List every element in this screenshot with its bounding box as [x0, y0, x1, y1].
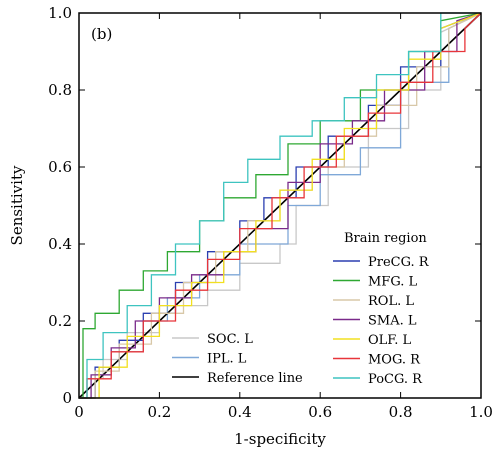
x-tick-label: 0.6 [308, 403, 332, 421]
y-tick-label: 0.6 [48, 158, 72, 176]
legend-title: Brain region [344, 231, 427, 246]
x-tick-label: 0 [74, 403, 84, 421]
legend-label: MFG. L [368, 275, 418, 290]
x-tick-label: 0.4 [228, 403, 252, 421]
y-tick-label: 1.0 [48, 4, 72, 22]
series-line-8 [79, 12, 482, 399]
legend-label: OLF. L [368, 333, 412, 348]
legend-left: SOC. L IPL. L Reference line [172, 332, 303, 386]
legend-label: SOC. L [207, 332, 253, 347]
y-tick-label: 0.4 [48, 235, 72, 253]
y-tick-label: 0.8 [48, 81, 72, 99]
series-line-0 [79, 12, 482, 399]
panel-label: (b) [91, 25, 112, 43]
legend-label: ROL. L [368, 294, 414, 309]
legend-label: SMA. L [368, 314, 417, 329]
legend-label: PreCG. R [368, 255, 430, 270]
x-tick-label: 0.2 [147, 403, 171, 421]
x-tick-label: 0.8 [389, 403, 413, 421]
legend-label: Reference line [207, 371, 303, 386]
legend-label: MOG. R [368, 353, 421, 368]
series-line-9 [79, 12, 481, 399]
legend-right: Brain region PreCG. R MFG. L ROL. L SMA. L O… [333, 231, 430, 387]
x-tick-label: 1.0 [469, 403, 493, 421]
x-axis-title: 1-specificity [234, 430, 326, 448]
y-axis-title: Sensitivity [8, 165, 26, 245]
series-layer [78, 12, 482, 399]
legend-label: IPL. L [207, 352, 247, 367]
y-tick-label: 0 [62, 389, 72, 407]
plot-area-frame [78, 12, 482, 399]
axis-ticks: 0 0.2 0.4 0.6 0.8 1.0 0 0.2 0.4 0.6 0.8 1.0 [48, 4, 493, 421]
legend-label: PoCG. R [368, 372, 423, 387]
series-line-7 [79, 12, 482, 399]
y-tick-label: 0.2 [48, 312, 72, 330]
